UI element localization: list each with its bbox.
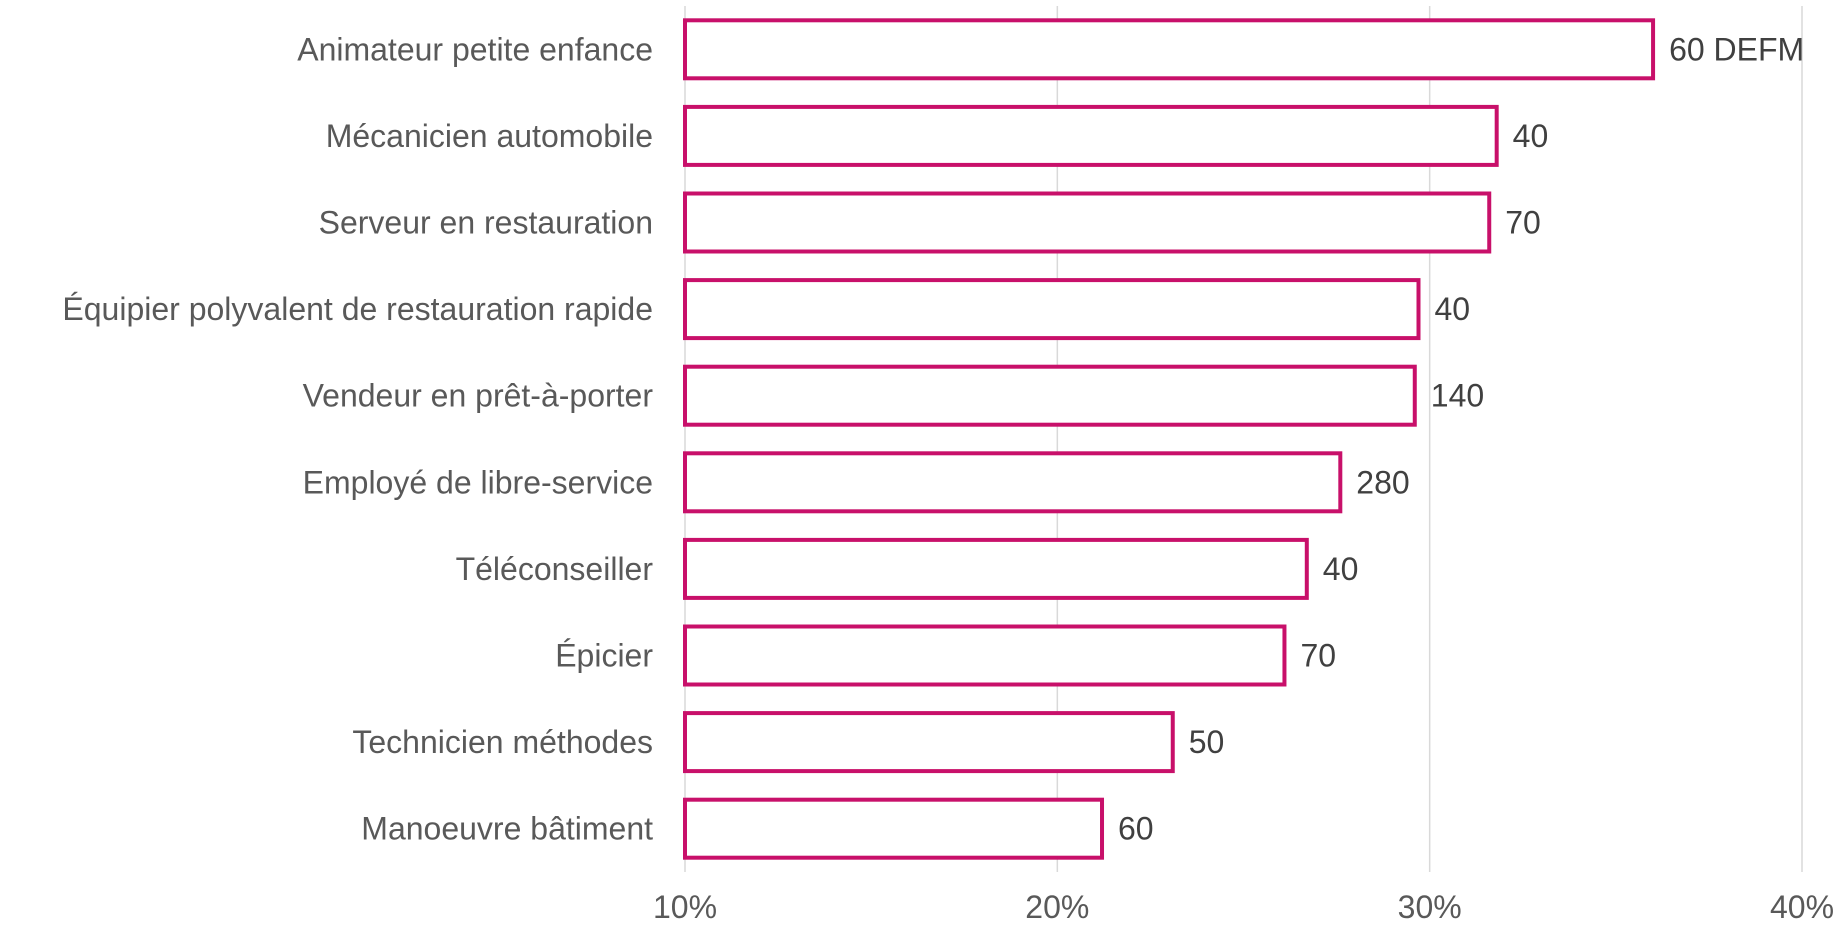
bar — [683, 624, 1287, 687]
bar — [683, 537, 1309, 600]
x-tick-label: 30% — [1398, 889, 1462, 925]
category-label: Employé de libre-service — [303, 464, 653, 500]
bar — [683, 797, 1105, 860]
data-label: 70 — [1300, 638, 1336, 674]
data-label: 70 — [1505, 205, 1541, 241]
data-label: 40 — [1434, 291, 1470, 327]
x-axis-tick-labels: 10% 20% 30% 40% — [653, 889, 1834, 925]
data-label: 60 DEFM — [1669, 31, 1804, 67]
bar — [683, 104, 1499, 167]
data-label: 60 — [1118, 811, 1154, 847]
data-label: 140 — [1431, 378, 1484, 414]
category-label: Équipier polyvalent de restauration rapi… — [62, 291, 653, 327]
category-label: Vendeur en prêt-à-porter — [303, 378, 654, 414]
category-label: Technicien méthodes — [352, 724, 653, 760]
bar — [683, 278, 1421, 341]
bar — [683, 18, 1656, 81]
bar — [683, 191, 1492, 254]
category-label: Animateur petite enfance — [297, 31, 653, 67]
x-tick-label: 40% — [1770, 889, 1834, 925]
data-label: 50 — [1189, 724, 1225, 760]
category-label: Manoeuvre bâtiment — [361, 811, 653, 847]
data-label: 40 — [1323, 551, 1359, 587]
bar — [683, 451, 1343, 514]
bar — [683, 711, 1175, 774]
category-label: Serveur en restauration — [319, 205, 653, 241]
x-tick-label: 20% — [1025, 889, 1089, 925]
x-tick-label: 10% — [653, 889, 717, 925]
category-label: Épicier — [555, 638, 653, 674]
category-label: Téléconseiller — [456, 551, 654, 587]
data-label: 40 — [1513, 118, 1549, 154]
data-labels: 60 DEFM 40 70 40 140 280 40 70 50 60 — [1118, 31, 1804, 846]
category-label: Mécanicien automobile — [326, 118, 653, 154]
bars — [683, 18, 1656, 860]
data-label: 280 — [1356, 464, 1409, 500]
category-labels: Animateur petite enfance Mécanicien autom… — [62, 31, 653, 846]
bar — [683, 364, 1417, 427]
